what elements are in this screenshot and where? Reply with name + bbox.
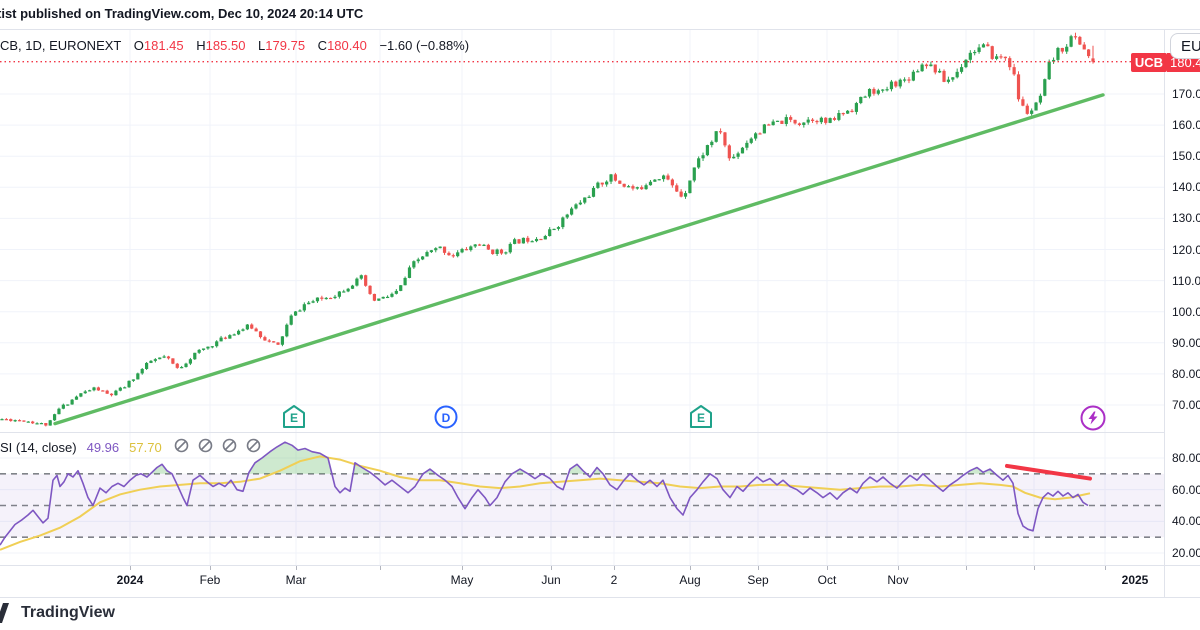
time-tick [614,566,615,570]
time-tick [380,566,381,570]
dividend-marker-icon[interactable]: D [433,404,459,430]
price-tick-label: 130.00 [1172,211,1200,226]
rsi-tick-label: 60.00 [1172,482,1200,497]
earnings-marker-icon[interactable]: E [688,404,714,430]
time-tick [462,566,463,570]
price-tick-label: 150.00 [1172,149,1200,164]
time-axis-label: Nov [887,573,909,587]
pane-separator[interactable] [0,432,1164,433]
time-axis-label: 2025 [1121,573,1149,587]
price-axis[interactable]: 170.00 160.00 150.00 140.00 130.00 120.00 110.… [1164,29,1200,565]
time-tick [296,566,297,570]
hidden-series-icon[interactable] [174,438,189,456]
time-axis-label: Jun [541,573,561,587]
close-value: 180.40 [327,38,367,53]
time-axis-label: Oct [817,573,837,587]
tradingview-logo-icon [0,602,9,629]
time-tick [1105,566,1106,570]
price-tick-label: 160.00 [1172,118,1200,133]
rsi-title[interactable]: SI (14, close) [0,439,77,455]
time-tick [130,566,131,570]
event-marker-icon[interactable] [1079,404,1106,431]
price-tick-label: 110.00 [1172,273,1200,288]
high-label: H [196,38,206,53]
top-separator [0,29,1200,30]
open-value: 181.45 [143,38,184,53]
time-tick [210,566,211,570]
price-tick-label: 140.00 [1172,180,1200,195]
close-label: C [317,38,328,53]
time-tick [758,566,759,570]
hidden-series-icon[interactable] [222,438,237,456]
currency-button[interactable]: EUR [1170,33,1200,59]
symbol-price-badge: UCB [1131,53,1167,72]
price-tick-label: 170.00 [1172,87,1200,101]
earnings-marker-icon[interactable]: E [281,404,307,430]
high-value: 185.50 [205,38,246,53]
time-axis-label: Mar [285,573,307,587]
time-tick [827,566,828,570]
time-axis-label: Aug [679,573,701,587]
svg-text:E: E [697,411,705,425]
price-tick-label: 90.00 [1172,335,1200,350]
rsi-hidden-series-icons [174,438,261,456]
hidden-series-icon[interactable] [246,438,261,456]
price-tick-label: 80.00 [1172,366,1200,381]
symbol-title[interactable]: CB, 1D, EURONEXT [0,38,122,53]
time-axis-label: Feb [199,573,221,587]
symbol-legend: CB, 1D, EURONEXT O181.45 H185.50 L179.75… [0,38,469,53]
time-tick [690,566,691,570]
open-label: O [133,38,144,53]
rsi-legend: SI (14, close) 49.96 57.70 [0,438,261,456]
axis-separator [0,565,1200,566]
rsi-value: 49.96 [86,439,120,455]
svg-text:D: D [442,411,451,425]
bottom-separator [0,597,1200,598]
time-axis-label: May [450,573,474,587]
rsi-ma-value: 57.70 [129,439,162,455]
rsi-tick-label: 80.00 [1172,451,1200,465]
low-value: 179.75 [265,38,306,53]
time-tick [1034,566,1035,570]
change-value: −1.60 (−0.88%) [379,38,470,53]
price-tick-label: 70.00 [1172,398,1200,412]
price-tick-label: 120.00 [1172,242,1200,257]
hidden-series-icon[interactable] [198,438,213,456]
time-axis-label: Sep [747,573,769,587]
time-axis[interactable]: 2024 Feb Mar May Jun 2 Aug Sep Oct Nov 2025 [0,566,1200,597]
time-axis-label: 2 [610,573,618,587]
rsi-tick-label: 40.00 [1172,514,1200,529]
price-tick-label: 100.00 [1172,304,1200,319]
attribution-text: tist published on TradingView.com, Dec 1… [0,6,364,21]
svg-text:E: E [290,411,298,425]
bottom-bar: TradingView [0,598,1200,630]
time-tick [551,566,552,570]
low-label: L [258,38,266,53]
time-axis-label: 2024 [116,573,144,587]
tradingview-wordmark[interactable]: TradingView [21,604,115,621]
time-tick [966,566,967,570]
rsi-tick-label: 20.00 [1172,546,1200,560]
time-tick [898,566,899,570]
price-axis-separator [1164,29,1165,597]
